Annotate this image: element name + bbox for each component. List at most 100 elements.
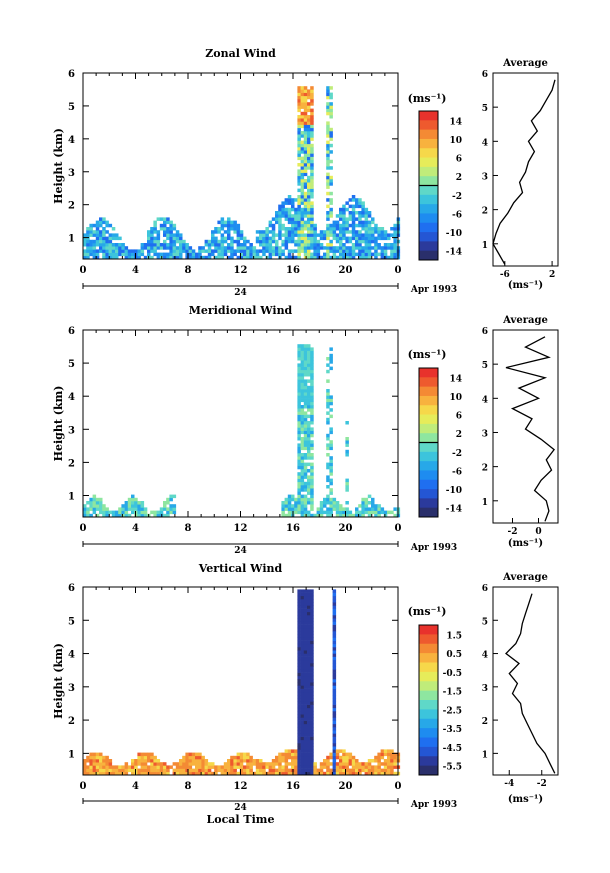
heatmap-cell [255, 768, 260, 773]
heatmap-cell [143, 507, 148, 511]
heatmap-cell [323, 771, 327, 776]
heatmap-cell [297, 395, 301, 399]
heatmap-cell [297, 510, 301, 515]
colorbar-segment [419, 746, 438, 757]
heatmap-cell [310, 759, 314, 763]
heatmap-cell [102, 239, 106, 244]
heatmap-cell [303, 707, 308, 712]
heatmap-cell [310, 389, 314, 393]
heatmap-cell [255, 249, 260, 253]
x-tick-label: 20 [339, 523, 353, 534]
heatmap-cell [326, 768, 330, 773]
heatmap-cell [303, 659, 308, 664]
heatmap-cell [287, 252, 292, 257]
heatmap-cell [303, 472, 308, 476]
heatmap-cell [339, 246, 343, 250]
heatmap-cell [323, 246, 327, 250]
heatmap-cell [265, 236, 269, 241]
heatmap-cell [105, 249, 109, 253]
heatmap-cell [303, 771, 308, 776]
heatmap-cell [310, 252, 314, 257]
heatmap-cell [300, 653, 305, 657]
heatmap-cell [351, 220, 356, 225]
heatmap-cell [236, 755, 241, 760]
heatmap-cell [300, 220, 305, 225]
heatmap-cell [223, 765, 228, 769]
heatmap-cell [358, 771, 362, 776]
heatmap-cell [259, 768, 263, 773]
heatmap-cell [150, 249, 154, 253]
heatmap-cell [297, 153, 301, 157]
heatmap-cell [361, 236, 365, 241]
heatmap-cell [332, 647, 337, 651]
heatmap-cell [300, 236, 305, 241]
heatmap-cell [307, 746, 311, 750]
heatmap-cell [307, 233, 311, 237]
heatmap-cell [310, 462, 314, 467]
heatmap-cell [204, 771, 209, 776]
heatmap-cell [300, 749, 305, 753]
heatmap-cell [332, 246, 337, 250]
heatmap-cell [332, 589, 337, 593]
heatmap-cell [367, 768, 372, 773]
heatmap-cell [249, 759, 253, 763]
heatmap-cell [201, 765, 205, 769]
heatmap-cell [303, 675, 308, 680]
heatmap-cell [259, 762, 263, 766]
heatmap-cell [89, 765, 93, 769]
heatmap-cell [281, 513, 285, 518]
heatmap-cell [316, 510, 321, 515]
heatmap-cell [310, 701, 314, 705]
heatmap-cell [313, 768, 317, 773]
heatmap-cell [92, 239, 97, 244]
heatmap-cell [131, 765, 135, 769]
heatmap-cell [163, 765, 167, 769]
heatmap-cell [163, 507, 167, 511]
heatmap-cell [300, 727, 305, 731]
heatmap-cell [313, 243, 317, 247]
heatmap-cell [150, 233, 154, 237]
heatmap-cell [169, 246, 173, 250]
heatmap-cell [153, 755, 157, 760]
heatmap-cell [310, 507, 314, 511]
heatmap-cell [153, 768, 157, 773]
heatmap-cell [166, 233, 170, 237]
heatmap-cell [300, 746, 305, 750]
heatmap-cell [284, 749, 289, 753]
heatmap-cell [137, 255, 141, 260]
heatmap-cell [297, 211, 301, 215]
heatmap-cell [300, 510, 305, 515]
heatmap-cell [284, 507, 289, 511]
average-y-tick-label: 6 [482, 70, 488, 80]
heatmap-cell [89, 504, 93, 508]
heatmap-cell [303, 749, 308, 753]
heatmap-cell [217, 255, 221, 260]
heatmap-cell [310, 739, 314, 744]
heatmap-cell [92, 246, 97, 250]
heatmap-cell [307, 188, 311, 193]
heatmap-cell [332, 634, 337, 638]
heatmap-cell [166, 771, 170, 776]
heatmap-cell [297, 730, 301, 734]
x-tick-label: 16 [286, 265, 300, 276]
heatmap-cell [332, 720, 337, 725]
heatmap-cell [307, 752, 311, 757]
heatmap-cell [95, 762, 100, 766]
heatmap-cell [361, 768, 365, 773]
heatmap-cell [310, 89, 314, 93]
heatmap-cell [297, 204, 301, 209]
heatmap-cell [374, 243, 378, 247]
heatmap-cell [287, 198, 292, 202]
heatmap-cell [339, 217, 343, 221]
heatmap-cell [358, 220, 362, 225]
heatmap-cell [220, 249, 225, 253]
heatmap-cell [339, 762, 343, 766]
heatmap-cell [172, 504, 177, 508]
heatmap-cell [332, 501, 337, 505]
heatmap-cell [342, 255, 346, 260]
heatmap-cell [323, 236, 327, 241]
heatmap-cell [102, 765, 106, 769]
heatmap-cell [156, 510, 161, 515]
heatmap-cell [271, 762, 276, 766]
heatmap-cell [361, 233, 365, 237]
